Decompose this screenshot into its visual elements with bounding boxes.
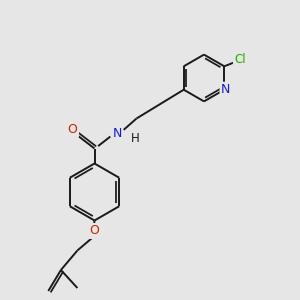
Text: H: H	[131, 132, 140, 146]
Text: O: O	[68, 123, 77, 136]
Text: N: N	[112, 127, 122, 140]
Text: Cl: Cl	[234, 53, 246, 66]
Text: O: O	[89, 224, 99, 238]
Text: N: N	[221, 83, 230, 96]
